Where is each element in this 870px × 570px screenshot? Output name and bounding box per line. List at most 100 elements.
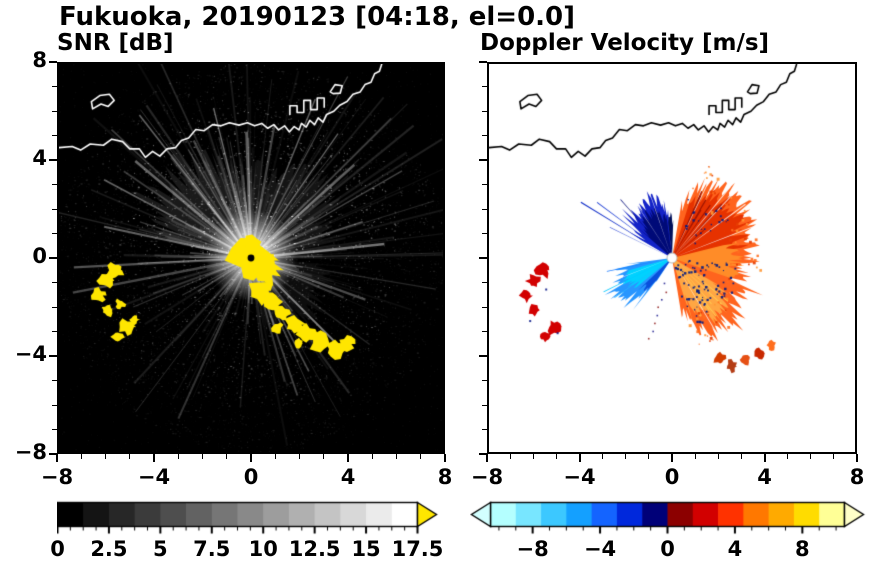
y-axis-minor-tick xyxy=(482,208,487,210)
x-axis-major-tick xyxy=(671,454,673,462)
x-axis-minor-tick xyxy=(694,454,696,459)
x-tick-label: 0 xyxy=(664,465,680,489)
y-tick-label: −8 xyxy=(14,440,47,464)
colorbar-tick-label: −8 xyxy=(516,537,549,561)
x-axis-minor-tick xyxy=(274,454,276,459)
y-axis-major-tick xyxy=(49,453,57,455)
velocity-radar-image xyxy=(489,64,855,452)
x-axis-major-tick xyxy=(856,454,858,462)
colorbar-tick-label: 17.5 xyxy=(391,537,444,561)
y-axis-major-tick xyxy=(49,61,57,63)
x-axis-minor-tick xyxy=(80,454,82,459)
colorbar-tick-label: 12.5 xyxy=(288,537,341,561)
x-tick-label: −4 xyxy=(563,465,596,489)
y-tick-label: −4 xyxy=(14,342,47,366)
snr-radar-image xyxy=(59,64,443,452)
y-tick-label: 4 xyxy=(32,146,47,170)
x-tick-label: −4 xyxy=(137,465,171,489)
x-axis-minor-tick xyxy=(625,454,627,459)
x-axis-major-tick xyxy=(56,454,58,462)
x-axis-minor-tick xyxy=(717,454,719,459)
colorbar-tick-label: 4 xyxy=(727,537,743,561)
x-axis-major-tick xyxy=(763,454,766,462)
snr-colorbar xyxy=(57,500,457,540)
y-axis-major-tick xyxy=(479,355,487,357)
colorbar-tick-label: 0 xyxy=(50,537,65,561)
x-axis-minor-tick xyxy=(833,454,835,459)
x-tick-label: 8 xyxy=(437,465,453,489)
y-axis-major-tick xyxy=(479,159,487,161)
colorbar-tick-label: 10 xyxy=(248,537,278,561)
colorbar-tick-label: 8 xyxy=(795,537,810,561)
x-tick-label: −8 xyxy=(40,465,74,489)
x-axis-minor-tick xyxy=(787,454,789,459)
y-axis-minor-tick xyxy=(482,429,487,430)
y-tick-label: 8 xyxy=(32,48,47,72)
y-axis-minor-tick xyxy=(482,86,487,87)
x-tick-label: −8 xyxy=(470,465,504,489)
y-axis-minor-tick xyxy=(52,331,57,332)
colorbar-tick-label: −4 xyxy=(583,537,617,561)
x-tick-label: 0 xyxy=(243,465,259,489)
y-axis-major-tick xyxy=(49,355,57,357)
x-tick-label: 4 xyxy=(757,465,772,489)
x-axis-minor-tick xyxy=(648,454,650,459)
figure-title: Fukuoka, 20190123 [04:18, el=0.0] xyxy=(59,2,576,32)
x-tick-label: 8 xyxy=(849,465,865,489)
y-axis-minor-tick xyxy=(482,380,487,381)
y-axis-minor-tick xyxy=(52,282,57,283)
x-axis-minor-tick xyxy=(299,454,300,459)
velocity-plot-frame xyxy=(487,62,857,454)
y-axis-minor-tick xyxy=(482,306,487,308)
x-axis-minor-tick xyxy=(420,454,422,459)
y-axis-minor-tick xyxy=(482,184,487,185)
x-axis-minor-tick xyxy=(509,454,511,459)
x-axis-minor-tick xyxy=(396,454,397,459)
y-axis-minor-tick xyxy=(52,404,57,406)
x-axis-minor-tick xyxy=(371,454,373,459)
y-axis-minor-tick xyxy=(52,380,57,381)
y-axis-minor-tick xyxy=(482,110,487,112)
x-axis-major-tick xyxy=(578,454,581,462)
x-axis-minor-tick xyxy=(323,454,325,459)
x-axis-major-tick xyxy=(153,454,155,462)
x-axis-minor-tick xyxy=(740,454,742,459)
x-axis-minor-tick xyxy=(810,454,812,459)
x-axis-major-tick xyxy=(486,454,488,462)
y-axis-minor-tick xyxy=(482,233,487,234)
y-axis-minor-tick xyxy=(482,135,487,136)
y-axis-major-tick xyxy=(479,61,487,63)
x-axis-minor-tick xyxy=(226,454,228,459)
y-axis-major-tick xyxy=(479,453,487,455)
y-axis-minor-tick xyxy=(482,404,487,406)
x-axis-minor-tick xyxy=(555,454,557,459)
colorbar-tick-label: 5 xyxy=(153,537,168,561)
y-axis-minor-tick xyxy=(52,306,57,308)
colorbar-tick-label: 7.5 xyxy=(193,537,231,561)
colorbar-tick-label: 0 xyxy=(660,537,675,561)
y-axis-minor-tick xyxy=(52,208,57,210)
colorbar-tick-label: 2.5 xyxy=(90,537,128,561)
snr-panel-title: SNR [dB] xyxy=(57,30,174,56)
x-axis-major-tick xyxy=(347,454,349,462)
y-axis-major-tick xyxy=(49,159,57,161)
velocity-panel-title: Doppler Velocity [m/s] xyxy=(480,30,770,56)
x-axis-minor-tick xyxy=(202,454,203,459)
y-axis-major-tick xyxy=(479,257,487,259)
y-axis-major-tick xyxy=(49,257,57,259)
x-axis-minor-tick xyxy=(129,454,131,459)
y-axis-minor-tick xyxy=(482,282,487,283)
x-axis-minor-tick xyxy=(105,454,106,459)
velocity-colorbar xyxy=(470,500,870,540)
y-axis-minor-tick xyxy=(52,429,57,430)
x-axis-minor-tick xyxy=(602,454,604,459)
y-axis-minor-tick xyxy=(482,331,487,332)
colorbar-tick-label: 15 xyxy=(351,537,381,561)
snr-plot-frame xyxy=(57,62,445,454)
y-axis-minor-tick xyxy=(52,184,57,185)
x-axis-major-tick xyxy=(250,454,252,462)
y-tick-label: 0 xyxy=(32,244,47,268)
y-axis-minor-tick xyxy=(52,86,57,87)
x-tick-label: 4 xyxy=(340,465,356,489)
y-axis-minor-tick xyxy=(52,135,57,136)
